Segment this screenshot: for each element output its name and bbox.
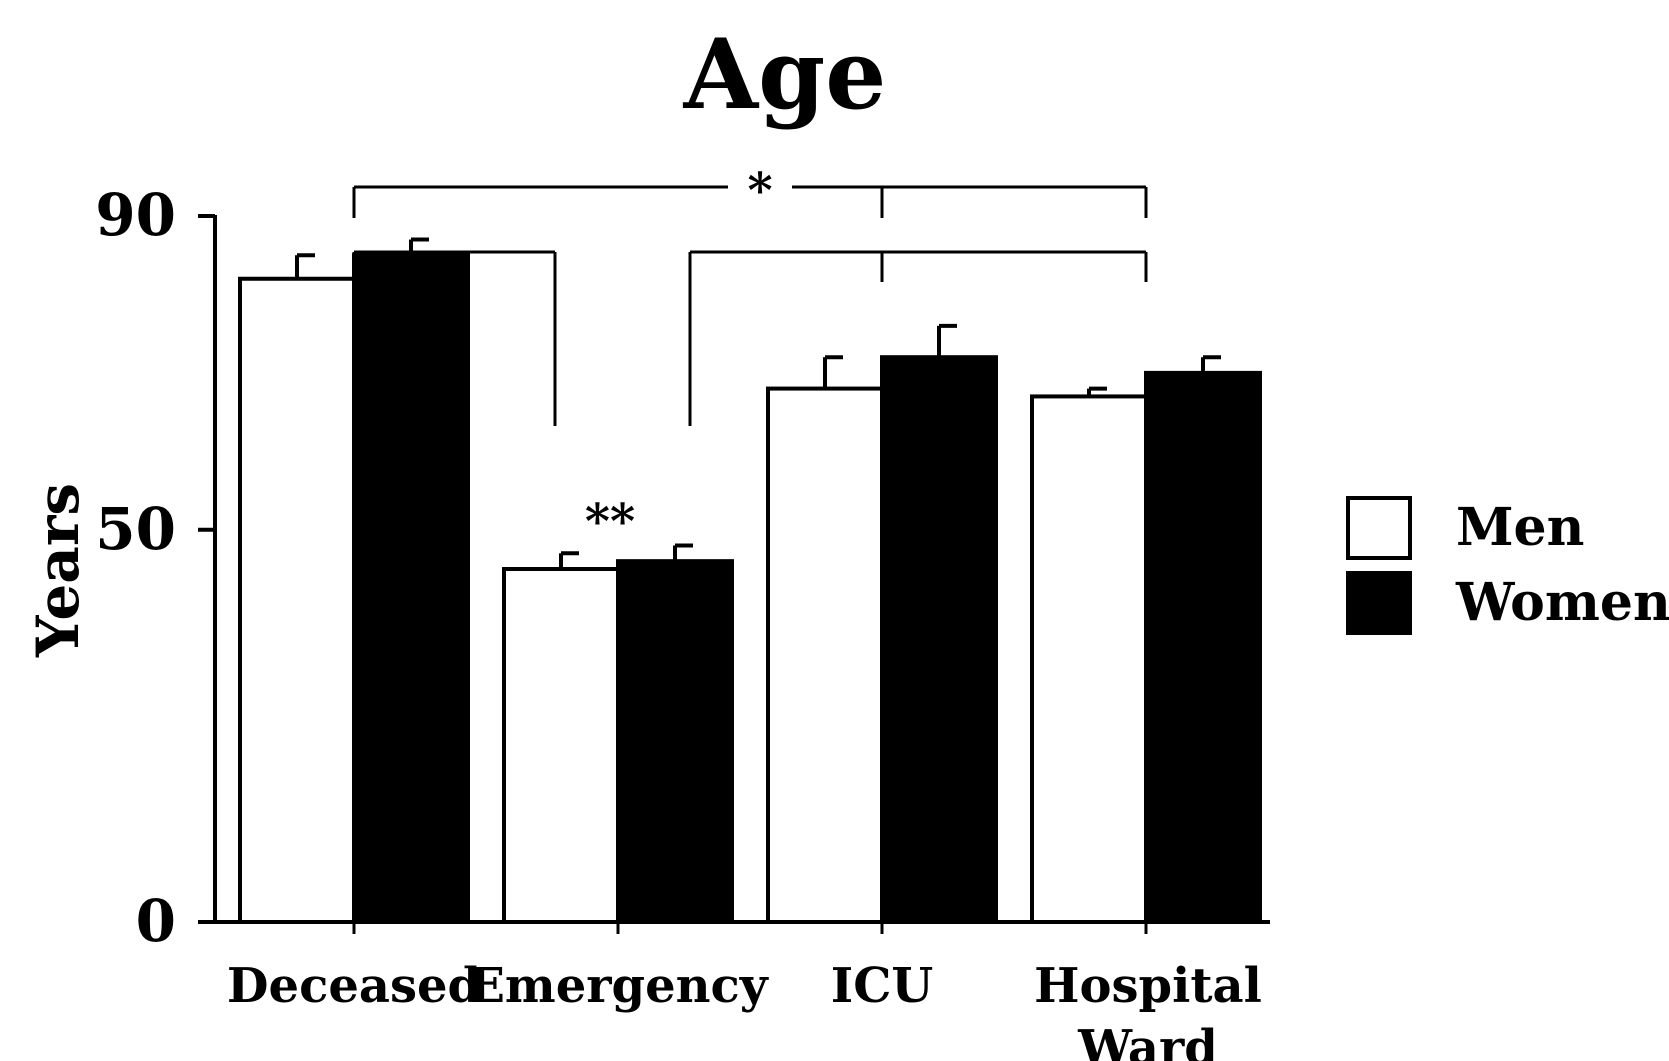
chart-title: Age xyxy=(683,18,887,131)
y-tick-label: 50 xyxy=(95,495,176,563)
bar-men xyxy=(1030,394,1148,924)
legend-swatch-men xyxy=(1346,496,1412,560)
bar-men xyxy=(766,386,884,925)
bar-women xyxy=(352,253,470,924)
bar-women xyxy=(616,559,734,925)
y-tick-label: 90 xyxy=(95,181,176,249)
significance-stars: ** xyxy=(585,494,635,550)
significance-star: * xyxy=(747,163,772,219)
y-axis-label: Years xyxy=(24,483,92,658)
legend-label-women: Women xyxy=(1455,572,1669,633)
x-tick-label: Emergency xyxy=(468,958,769,1014)
legend-swatch-women xyxy=(1346,571,1412,635)
bar-men xyxy=(238,276,356,924)
y-tick-label: 0 xyxy=(136,887,176,955)
x-tick-label: Deceased xyxy=(227,958,481,1014)
x-tick-label: Ward xyxy=(1077,1020,1218,1061)
legend-label-men: Men xyxy=(1456,497,1584,558)
x-tick-label: Hospital xyxy=(1034,958,1262,1014)
bar-women xyxy=(880,355,998,924)
bar-men xyxy=(502,567,620,924)
x-tick-label: ICU xyxy=(831,958,934,1014)
bar-women xyxy=(1144,370,1262,924)
